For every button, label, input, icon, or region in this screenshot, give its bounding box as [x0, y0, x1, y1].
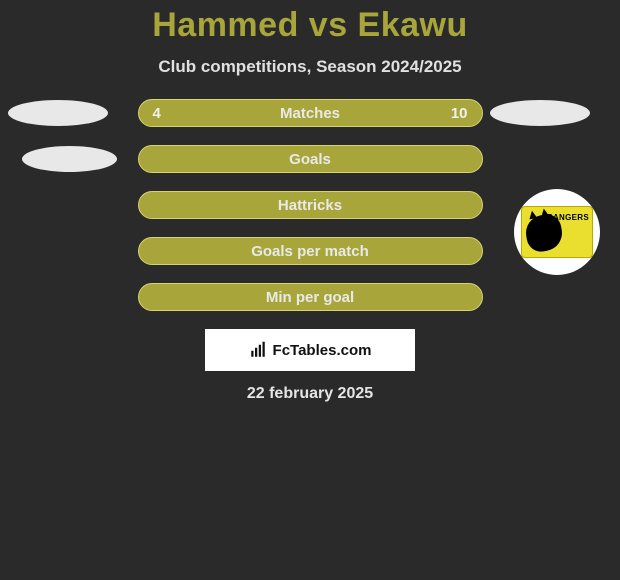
stats-list: 4 Matches 10 Goals RANGERS [0, 99, 620, 311]
fctables-text: FcTables.com [273, 342, 372, 359]
page-root: Hammed vs Ekawu Club competitions, Seaso… [0, 0, 620, 403]
stat-row: Goals per match [0, 237, 620, 265]
page-title: Hammed vs Ekawu [0, 6, 620, 45]
stat-pill-matches: 4 Matches 10 [138, 99, 483, 127]
stat-pill-hattricks: Hattricks [138, 191, 483, 219]
stat-row: Hattricks [0, 191, 620, 219]
stat-label: Hattricks [278, 197, 342, 214]
stat-pill-goals-per-match: Goals per match [138, 237, 483, 265]
stat-pill-min-per-goal: Min per goal [138, 283, 483, 311]
stat-label: Goals [289, 151, 331, 168]
stat-row: Goals RANGERS [0, 145, 620, 173]
stat-label: Matches [280, 105, 340, 122]
date-label: 22 february 2025 [0, 385, 620, 403]
stat-right-value: 10 [451, 105, 468, 122]
stat-label: Goals per match [251, 243, 369, 260]
page-subtitle: Club competitions, Season 2024/2025 [0, 57, 620, 77]
stat-label: Min per goal [266, 289, 354, 306]
left-team-badge [22, 146, 117, 172]
stat-left-value: 4 [153, 105, 161, 122]
left-team-badge [8, 100, 108, 126]
fctables-watermark[interactable]: FcTables.com [205, 329, 415, 371]
stat-row: 4 Matches 10 [0, 99, 620, 127]
stat-row: Min per goal [0, 283, 620, 311]
bar-chart-icon [249, 341, 267, 359]
right-team-badge [490, 100, 590, 126]
stat-pill-goals: Goals [138, 145, 483, 173]
